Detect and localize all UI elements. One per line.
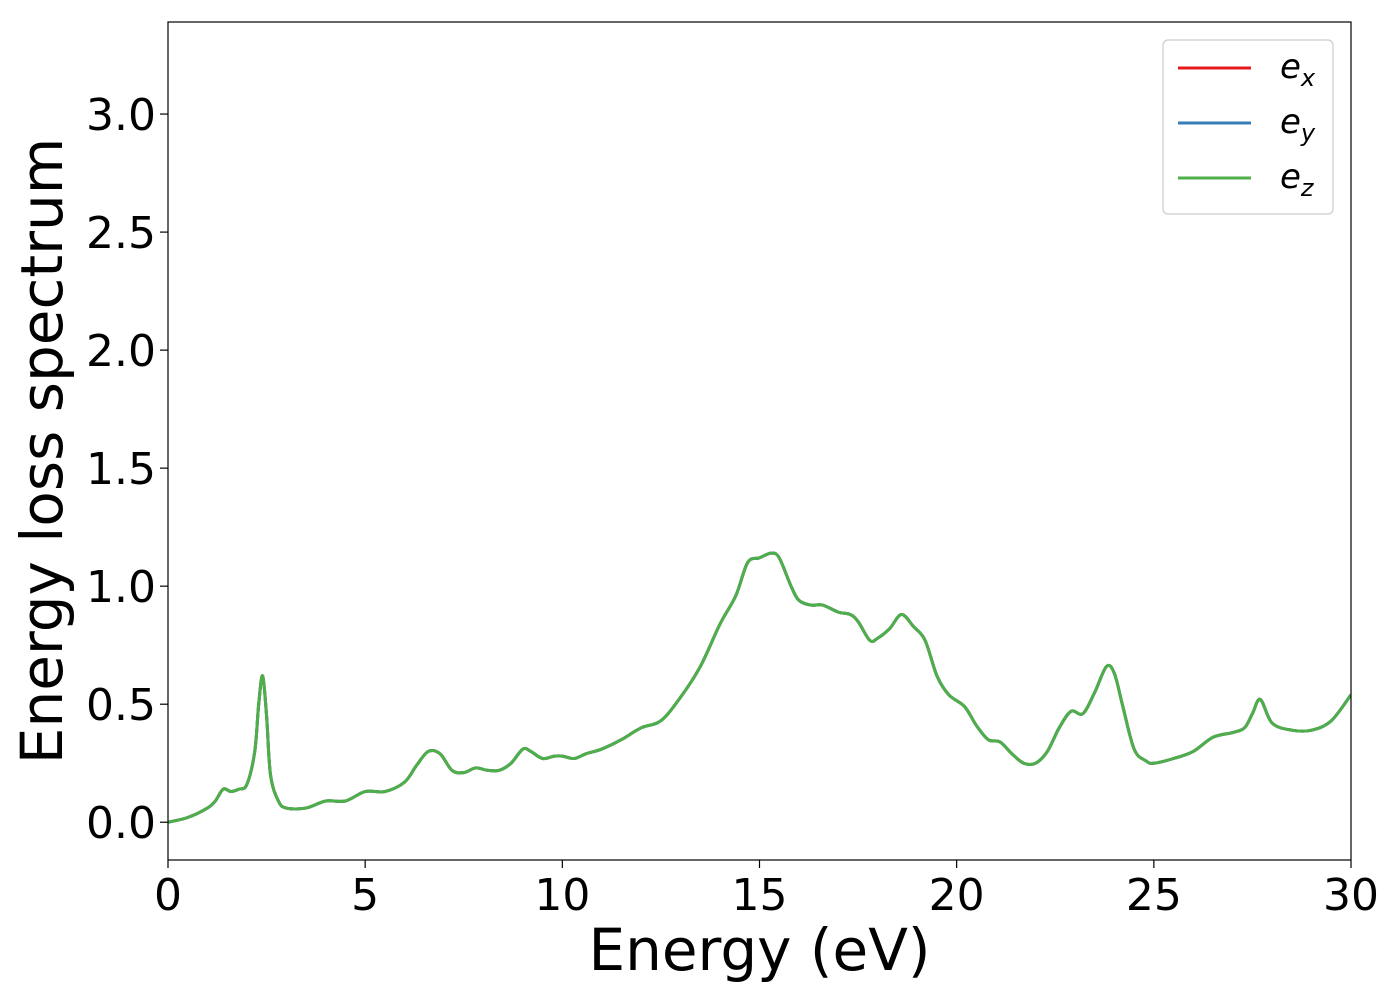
x-axis: 0 5 10 15 20 25 30: [154, 860, 1379, 921]
y-axis-title: Energy loss spectrum: [8, 138, 76, 764]
series-line-e-z: [168, 551, 1351, 824]
series-line-e-x: [168, 551, 1351, 824]
x-tick-label: 10: [534, 870, 590, 921]
series-layer: [168, 551, 1351, 824]
legend-label-e-x: ex: [1280, 47, 1316, 92]
x-tick-label: 15: [732, 870, 788, 921]
legend-label-e-y: ey: [1280, 102, 1316, 147]
y-axis: 0.0 0.5 1.0 1.5 2.0 2.5 3.0: [86, 90, 168, 849]
x-tick-label: 25: [1126, 870, 1182, 921]
x-tick-label: 20: [929, 870, 985, 921]
y-tick-label: 3.0: [86, 90, 156, 141]
y-tick-label: 2.5: [86, 208, 156, 259]
y-tick-label: 1.0: [86, 562, 156, 613]
y-tick-label: 2.0: [86, 326, 156, 377]
legend: ex ey ez: [1162, 39, 1334, 215]
series-line-e-y: [168, 551, 1351, 824]
legend-box: [1162, 39, 1334, 215]
y-tick-label: 0.0: [86, 798, 156, 849]
x-tick-label: 0: [154, 870, 182, 921]
x-tick-label: 5: [351, 870, 379, 921]
y-tick-label: 1.5: [86, 444, 156, 495]
x-tick-label: 30: [1323, 870, 1379, 921]
legend-label-e-z: ez: [1280, 157, 1315, 202]
y-tick-label: 0.5: [86, 680, 156, 731]
x-axis-title: Energy (eV): [588, 916, 930, 984]
